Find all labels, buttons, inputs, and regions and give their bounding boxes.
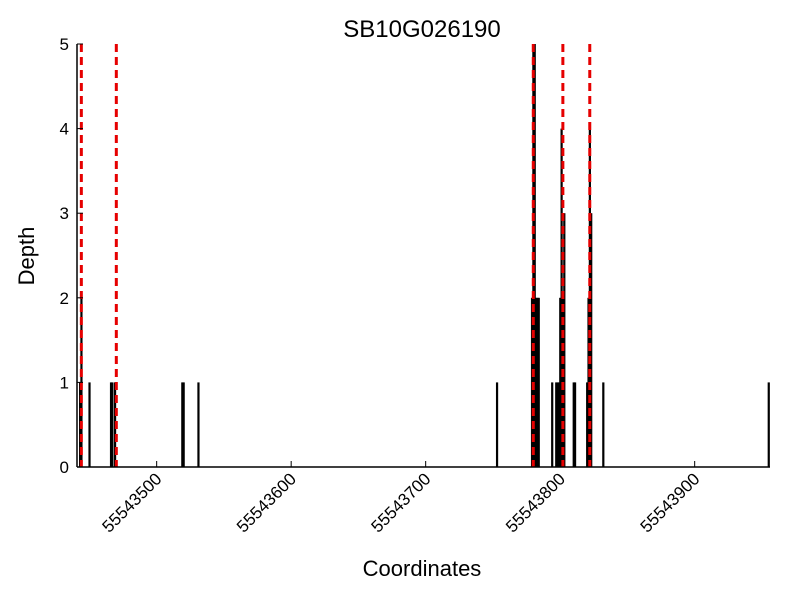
y-tick-label: 4 bbox=[60, 120, 69, 139]
x-axis-label: Coordinates bbox=[363, 556, 482, 581]
depth-bar bbox=[111, 382, 114, 467]
depth-bar bbox=[495, 382, 499, 467]
depth-bar bbox=[109, 382, 113, 467]
depth-bar bbox=[767, 382, 770, 467]
depth-bar bbox=[182, 382, 185, 467]
y-tick-label: 5 bbox=[60, 35, 69, 54]
x-tick-label: 55543900 bbox=[637, 469, 704, 536]
depth-bar bbox=[536, 297, 539, 467]
x-tick-label: 55543700 bbox=[368, 469, 435, 536]
depth-bar bbox=[586, 382, 589, 467]
depth-bar bbox=[197, 382, 200, 467]
depth-bar bbox=[557, 382, 561, 467]
y-tick-label: 0 bbox=[60, 458, 69, 477]
depth-bar bbox=[555, 382, 558, 467]
y-axis-label: Depth bbox=[14, 227, 39, 286]
chart-axes: 0 1 2 3 4 5 55543500 55543600 55543700 55543800 55… bbox=[60, 35, 770, 536]
depth-bar bbox=[573, 382, 577, 467]
depth-bar bbox=[537, 297, 540, 467]
depth-bar bbox=[590, 213, 593, 467]
depth-bar bbox=[551, 382, 554, 467]
x-tick-label: 55543500 bbox=[99, 469, 166, 536]
depth-bar bbox=[563, 213, 566, 467]
x-tick-label: 55543600 bbox=[233, 469, 300, 536]
x-tick-label: 55543800 bbox=[502, 469, 569, 536]
chart-marks bbox=[79, 44, 770, 467]
depth-bar bbox=[534, 297, 538, 467]
depth-bar bbox=[572, 382, 575, 467]
chart-title: SB10G026190 bbox=[343, 16, 500, 43]
depth-bar bbox=[602, 382, 605, 467]
y-tick-label: 1 bbox=[60, 373, 69, 392]
depth-bar bbox=[181, 382, 184, 467]
depth-bar bbox=[556, 382, 559, 467]
y-tick-label: 2 bbox=[60, 289, 69, 308]
depth-bar bbox=[559, 297, 562, 467]
depth-bar bbox=[88, 382, 91, 467]
y-tick-label: 3 bbox=[60, 204, 69, 223]
